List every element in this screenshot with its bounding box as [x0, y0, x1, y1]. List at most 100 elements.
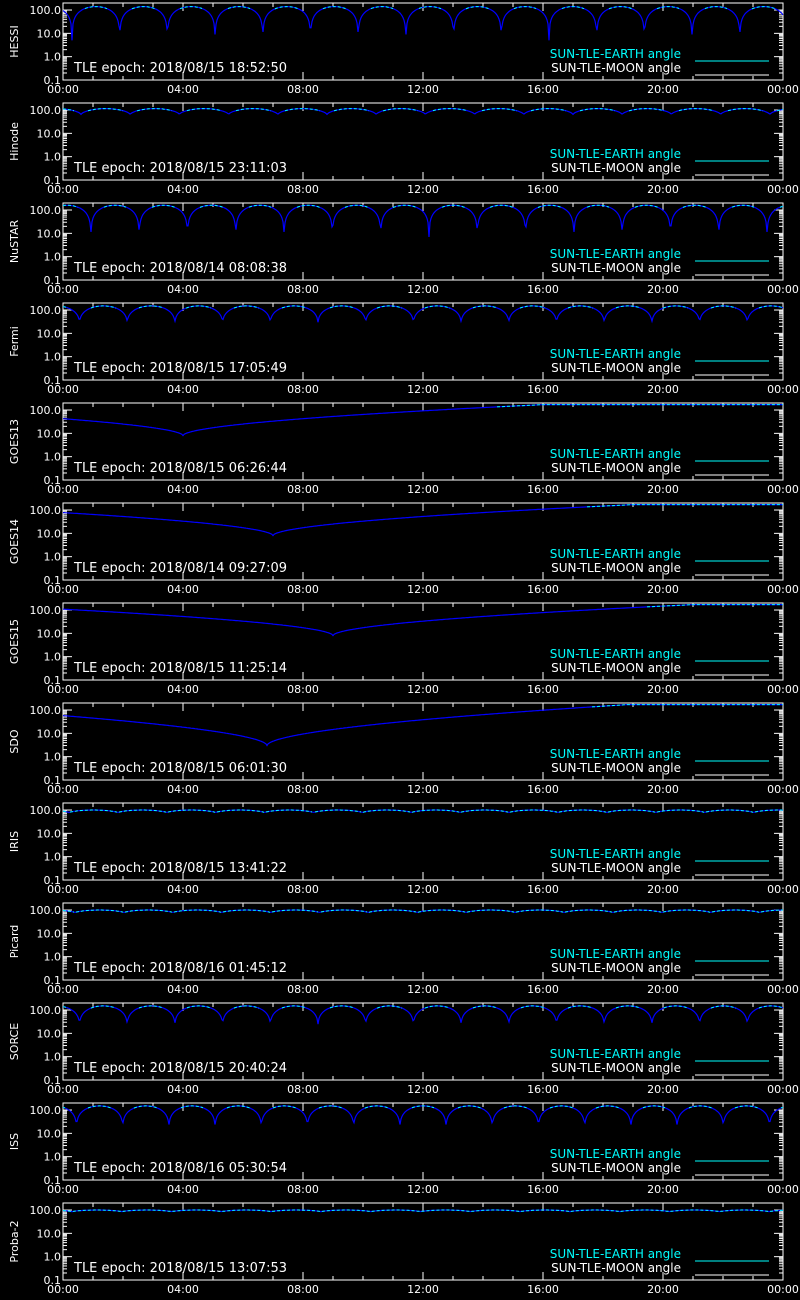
series-sun-tle-earth	[376, 1005, 403, 1009]
x-tick-label: 00:00	[47, 683, 79, 696]
series-sun-tle-earth	[364, 1105, 389, 1109]
series-sun-tle-earth	[320, 909, 368, 913]
series-sun-tle-earth	[62, 1106, 66, 1109]
series-sun-tle-earth	[186, 1005, 212, 1009]
y-tick-label: 0.1	[44, 574, 62, 587]
y-tick-label: 100.0	[30, 804, 62, 817]
y-tick-label: 1.0	[44, 1251, 62, 1264]
x-tick-label: 00:00	[47, 783, 79, 796]
x-tick-label: 00:00	[47, 883, 79, 896]
x-tick-label: 00:00	[767, 683, 799, 696]
satellite-name: IRIS	[8, 831, 21, 852]
y-tick-label: 100.0	[30, 304, 62, 317]
x-tick-label: 12:00	[407, 783, 439, 796]
series-sun-tle-earth	[615, 1005, 641, 1009]
series-sun-tle-earth	[180, 1105, 204, 1109]
series-sun-tle-earth	[711, 909, 760, 913]
series-sun-tle-earth	[368, 909, 417, 913]
y-tick-label: 1.0	[44, 351, 62, 364]
series-sun-tle-earth	[274, 6, 299, 10]
series-sun-tle-earth	[460, 809, 509, 813]
x-tick-label: 08:00	[287, 83, 319, 96]
series-sun-tle-earth	[90, 1005, 116, 1009]
x-tick-label: 04:00	[167, 883, 199, 896]
legend-moon-label: SUN-TLE-MOON angle	[551, 161, 681, 175]
y-tick-label: 1.0	[44, 651, 62, 664]
legend-moon-label: SUN-TLE-MOON angle	[551, 361, 681, 375]
y-tick-label: 10.0	[37, 227, 62, 240]
x-tick-label: 16:00	[527, 783, 559, 796]
panel-sorce: 100.010.01.00.100:00 04:00 08:00 12:00 16:00…	[8, 1002, 799, 1096]
series-sun-tle-earth	[227, 6, 251, 10]
series-sun-tle-earth	[124, 909, 173, 913]
legend-earth-label: SUN-TLE-EARTH angle	[550, 447, 681, 461]
series-sun-tle-earth	[62, 910, 75, 913]
x-tick-label: 00:00	[47, 283, 79, 296]
series-sun-tle-earth	[392, 204, 417, 208]
series-sun-tle-earth	[87, 1105, 112, 1109]
series-sun-tle-earth	[567, 1005, 593, 1009]
x-tick-label: 04:00	[167, 383, 199, 396]
series-sun-tle-earth	[90, 305, 117, 309]
tle-epoch: TLE epoch: 2018/08/16 01:45:12	[73, 961, 287, 976]
panel-goes13: 100.010.01.00.100:00 04:00 08:00 12:00 16:00…	[8, 402, 799, 496]
series-sun-tle-earth	[233, 305, 260, 309]
series-sun-tle-earth	[465, 6, 490, 10]
y-tick-label: 0.1	[44, 474, 62, 487]
series-sun-tle-earth	[62, 1006, 69, 1009]
series-sun-tle-earth	[173, 909, 222, 913]
series-sun-tle-earth	[370, 6, 394, 10]
y-tick-label: 1.0	[44, 1151, 62, 1164]
series-sun-tle-earth	[710, 305, 737, 309]
y-tick-label: 100.0	[30, 104, 62, 117]
series-sun-tle-earth	[382, 108, 419, 112]
x-tick-label: 16:00	[527, 83, 559, 96]
series-sun-tle-earth	[281, 1005, 307, 1009]
series-sun-tle-earth	[329, 1005, 355, 1009]
satellite-name: HESSI	[8, 25, 21, 57]
x-tick-label: 16:00	[527, 283, 559, 296]
series-sun-tle-earth	[441, 204, 466, 208]
legend-earth-label: SUN-TLE-EARTH angle	[550, 847, 681, 861]
y-tick-label: 10.0	[37, 1027, 62, 1040]
x-tick-label: 00:00	[47, 383, 79, 396]
x-tick-label: 08:00	[287, 483, 319, 496]
series-sun-tle-earth	[271, 909, 319, 913]
series-sun-tle-earth	[167, 809, 216, 813]
legend-earth-label: SUN-TLE-EARTH angle	[550, 947, 681, 961]
y-tick-label: 10.0	[37, 327, 62, 340]
tle-epoch: TLE epoch: 2018/08/15 11:25:14	[73, 661, 287, 676]
y-tick-label: 10.0	[37, 427, 62, 440]
series-sun-tle-earth	[705, 809, 754, 813]
y-tick-label: 10.0	[37, 1227, 62, 1240]
x-tick-label: 20:00	[647, 283, 679, 296]
x-tick-label: 12:00	[407, 683, 439, 696]
legend-moon-label: SUN-TLE-MOON angle	[551, 1261, 681, 1275]
tle-epoch: TLE epoch: 2018/08/15 17:05:49	[73, 361, 287, 376]
panel-goes15: 100.010.01.00.100:00 04:00 08:00 12:00 16:00…	[8, 602, 799, 696]
y-tick-label: 1.0	[44, 251, 62, 264]
series-sun-tle-earth	[519, 305, 546, 309]
x-tick-label: 20:00	[647, 83, 679, 96]
legend-earth-label: SUN-TLE-EARTH angle	[550, 247, 681, 261]
y-tick-label: 0.1	[44, 174, 62, 187]
x-tick-label: 20:00	[647, 683, 679, 696]
x-tick-label: 08:00	[287, 983, 319, 996]
y-tick-label: 1.0	[44, 51, 62, 64]
series-sun-tle-earth	[432, 108, 468, 112]
x-tick-label: 16:00	[527, 1083, 559, 1096]
series-sun-tle-earth	[344, 204, 369, 208]
x-tick-label: 20:00	[647, 183, 679, 196]
satellite-name: Fermi	[8, 326, 21, 357]
satellite-name: ISS	[8, 1133, 21, 1150]
series-sun-tle-earth	[613, 909, 662, 913]
x-tick-label: 16:00	[527, 683, 559, 696]
panel-hinode: 100.010.01.00.100:00 04:00 08:00 12:00 16:00…	[8, 102, 799, 196]
x-tick-label: 12:00	[407, 383, 439, 396]
y-tick-label: 0.1	[44, 274, 62, 287]
series-sun-tle-earth	[734, 1105, 759, 1109]
series-sun-tle-earth	[63, 1209, 783, 1213]
satellite-name: SORCE	[8, 1023, 21, 1060]
x-tick-label: 04:00	[167, 983, 199, 996]
series-sun-tle-earth	[216, 809, 265, 813]
